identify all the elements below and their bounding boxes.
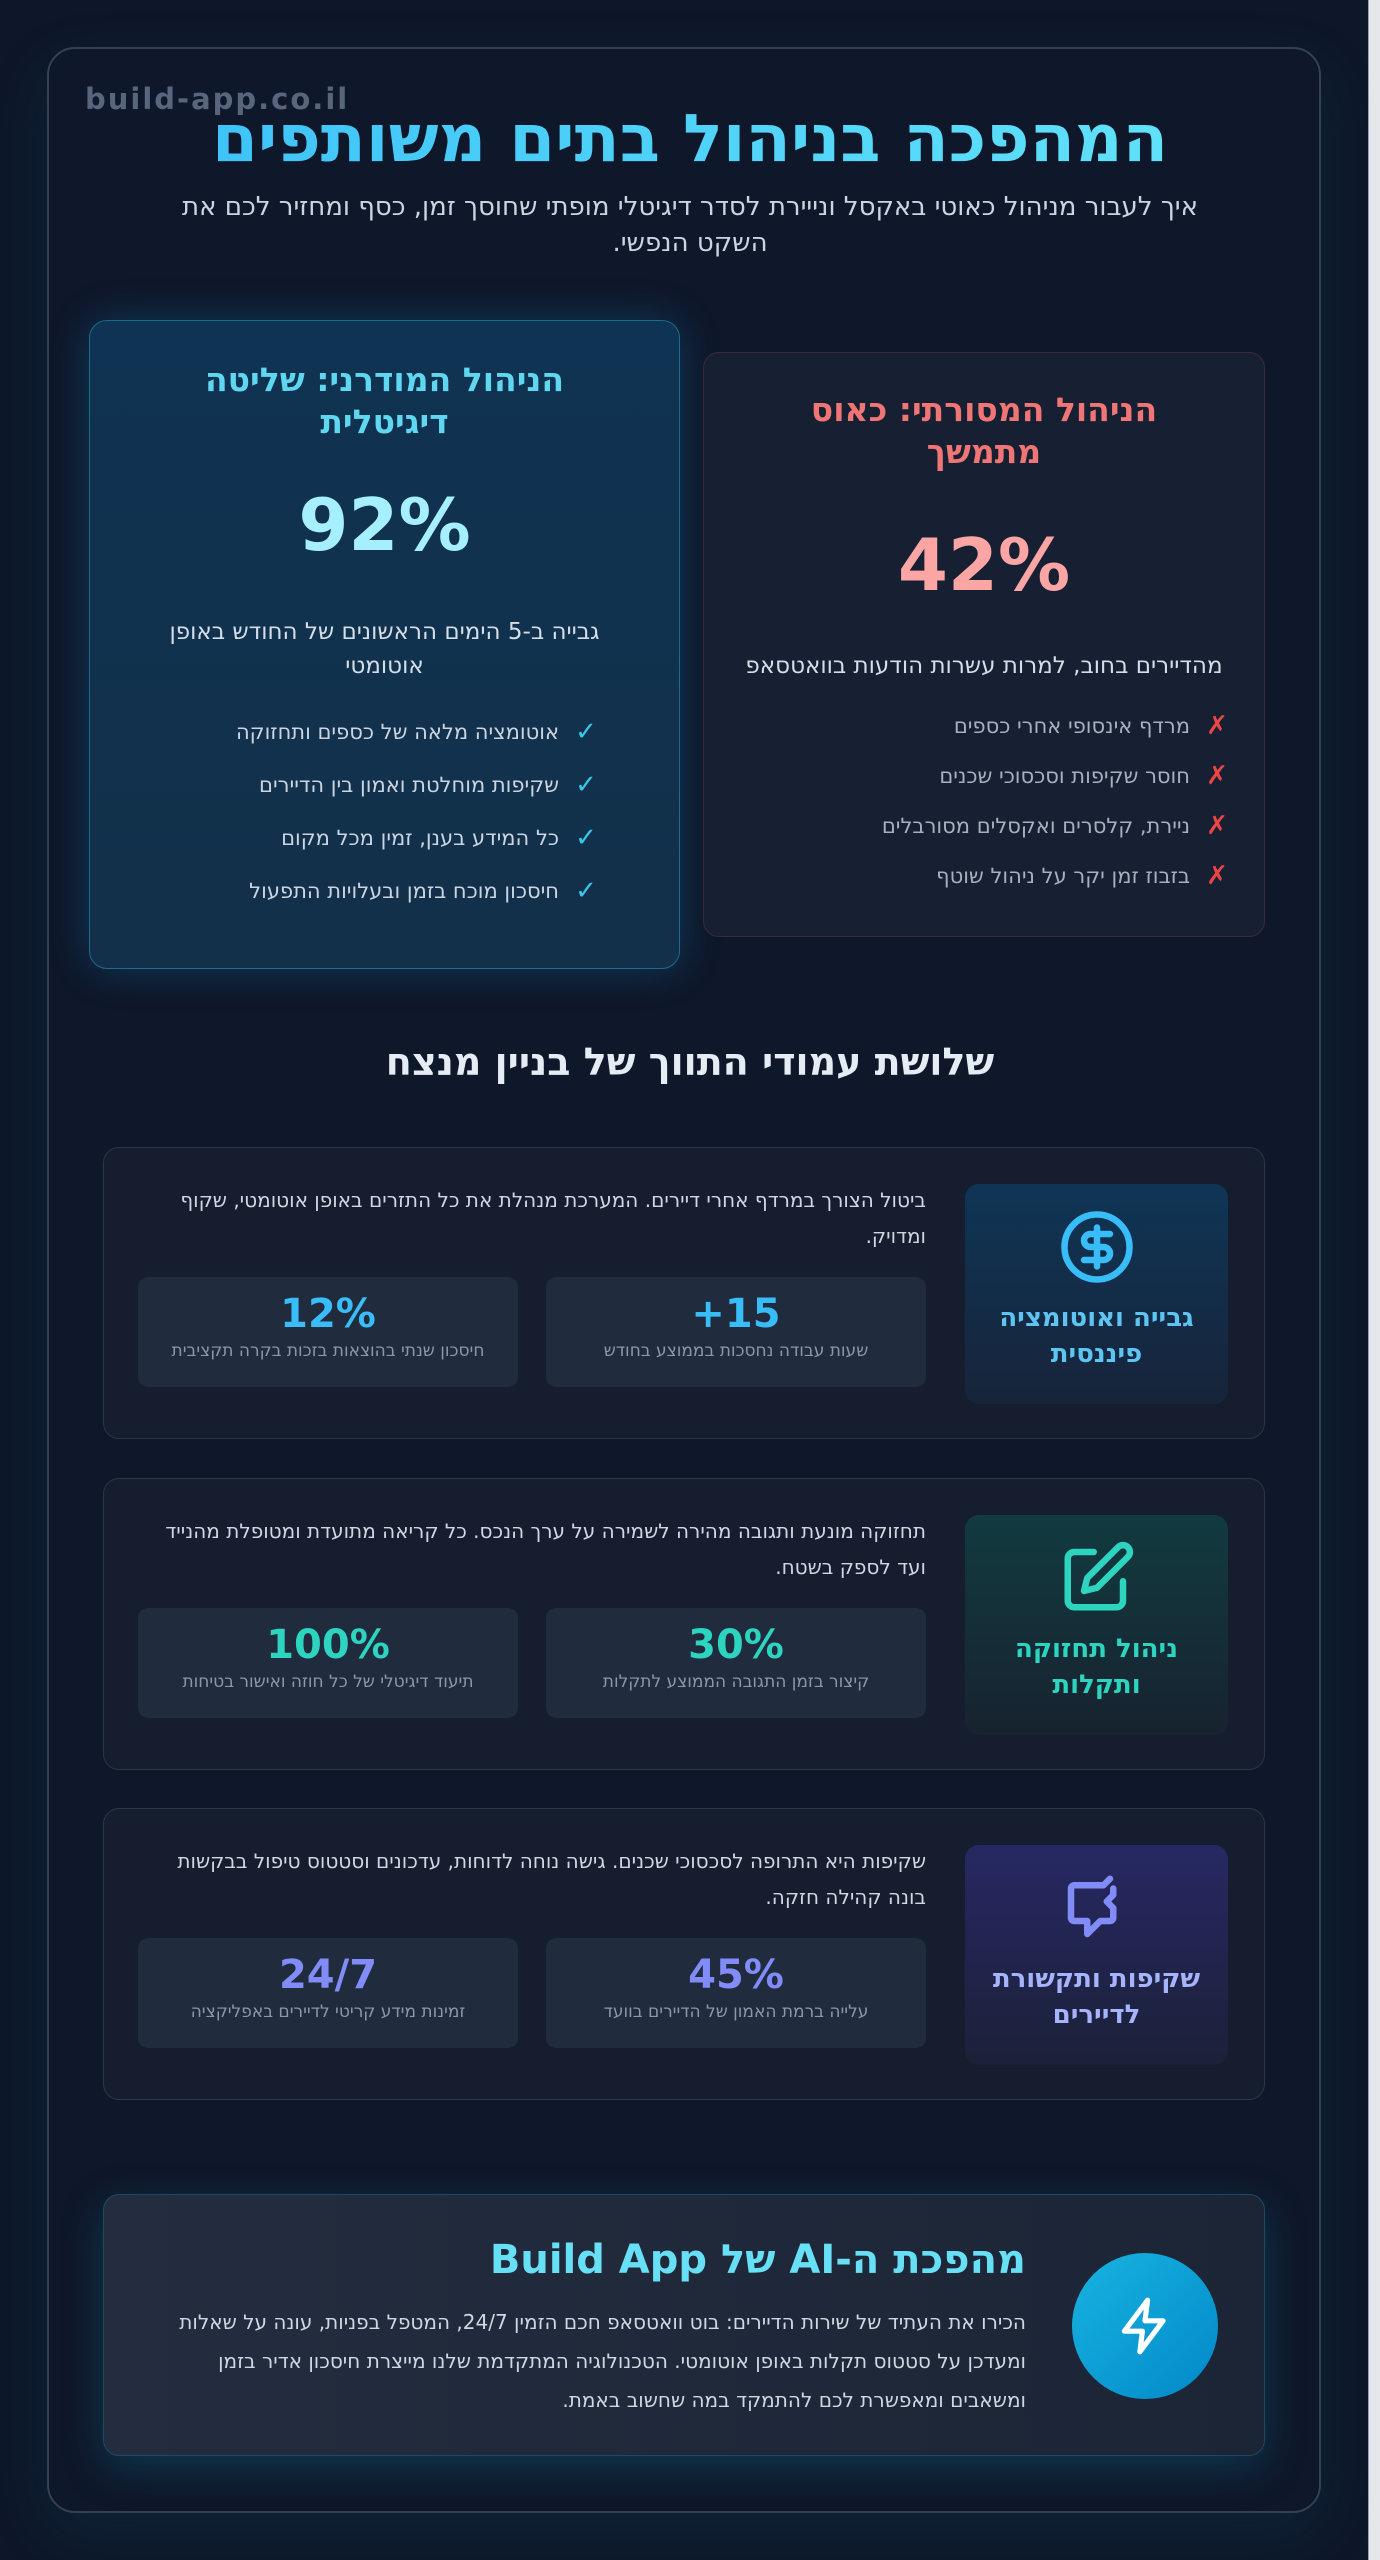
stat-label: תיעוד דיגיטלי של כל חוזה ואישור בטיחות	[182, 1672, 474, 1692]
x-icon: ✗	[1206, 861, 1228, 891]
list-item: ✗ ניירת, קלסרים ואקסלים מסורבלים	[704, 801, 1228, 851]
x-icon: ✗	[1206, 811, 1228, 841]
pillar-name: ניהול תחזוקה ותקלות	[1015, 1634, 1178, 1700]
stat-box: 100% תיעוד דיגיטלי של כל חוזה ואישור בטי…	[138, 1608, 518, 1718]
traditional-card-title: הניהול המסורתי: כאוס מתמשך	[810, 390, 1158, 471]
stat-label: חיסכון שנתי בהוצאות בזכות בקרה תקציבית	[171, 1341, 485, 1361]
lightning-icon-badge	[1072, 2253, 1218, 2399]
edit-square-icon	[1064, 1541, 1133, 1611]
pillar-stats: 30% קיצור בזמן התגובה הממוצע לתקלות 100%…	[138, 1608, 926, 1718]
list-item: ✗ מרדף אינסופי אחרי כספים	[704, 701, 1228, 751]
pillar-card-maintenance: ניהול תחזוקה ותקלות תחזוקה מונעת ותגובה …	[103, 1478, 1265, 1770]
pillar-description: תחזוקה מונעת ותגובה מהירה לשמירה על ערך …	[165, 1519, 926, 1579]
dollar-coin-icon	[1060, 1211, 1133, 1283]
stat-label: עלייה ברמת האמון של הדיירים בוועד	[603, 2002, 869, 2022]
list-item-text: בזבוז זמן יקר על ניהול שוטף	[936, 864, 1190, 888]
cta-description: הכירו את העתיד של שירות הדיירים: בוט ווא…	[179, 2310, 1026, 2412]
list-item-text: חוסר שקיפות וסכסוכי שכנים	[939, 764, 1190, 788]
pillars-section-heading: שלושת עמודי התווך של בניין מנצח	[385, 1040, 995, 1084]
chat-bubble-icon	[1067, 1875, 1116, 1938]
stat-box: 24/7 זמינות מידע קריטי לדיירים באפליקציה	[138, 1938, 518, 2048]
modern-management-card: הניהול המודרני: שליטה דיגיטלית 92% גבייה…	[89, 320, 680, 969]
stat-value: 45%	[688, 1952, 784, 1998]
check-icon: ✓	[575, 716, 597, 747]
stat-value: 24/7	[278, 1952, 378, 1998]
pillar-name: גבייה ואוטומציה פיננסית	[999, 1303, 1194, 1369]
stat-value: 30%	[688, 1622, 784, 1668]
traditional-management-card: הניהול המסורתי: כאוס מתמשך 42% מהדיירים …	[703, 352, 1265, 937]
ai-cta-card: מהפכת ה-AI של Build App הכירו את העתיד ש…	[103, 2194, 1265, 2456]
page-title: המהפכה בניהול בתים משותפים	[0, 100, 1380, 177]
list-item-text: ניירת, קלסרים ואקסלים מסורבלים	[881, 814, 1190, 838]
stat-label: שעות עבודה נחסכות בממוצע בחודש	[603, 1341, 869, 1361]
list-item-text: שקיפות מוחלטת ואמון בין הדיירים	[259, 772, 559, 797]
cta-title: מהפכת ה-AI של Build App	[489, 2237, 1026, 2283]
x-icon: ✗	[1206, 761, 1228, 791]
pillar-description: ביטול הצורך במרדף אחרי דיירים. המערכת מנ…	[180, 1188, 926, 1248]
watermark-domain: build-app.co.il	[85, 82, 350, 116]
stat-value: +15	[691, 1291, 781, 1337]
list-item: ✓ חיסכון מוכח בזמן ובעלויות התפעול	[90, 864, 597, 917]
list-item-text: אוטומציה מלאה של כספים ותחזוקה	[235, 719, 559, 744]
pillar-icon-box: ניהול תחזוקה ותקלות	[965, 1515, 1228, 1735]
traditional-card-stat: 42%	[897, 523, 1071, 607]
pillar-name: שקיפות ותקשורת לדיירים	[992, 1964, 1201, 2030]
viewport-edge-scrollbar[interactable]	[1368, 0, 1380, 2560]
pillar-icon-box: גבייה ואוטומציה פיננסית	[965, 1184, 1228, 1404]
stat-value: 100%	[266, 1622, 390, 1668]
stat-box: 12% חיסכון שנתי בהוצאות בזכות בקרה תקציב…	[138, 1277, 518, 1387]
lightning-bolt-icon	[1121, 2297, 1166, 2355]
modern-card-title: הניהול המודרני: שליטה דיגיטלית	[204, 360, 565, 441]
page-subtitle: איך לעבור מניהול כאוטי באקסל ונייירת לסד…	[182, 192, 1198, 258]
pillar-card-transparency: שקיפות ותקשורת לדיירים שקיפות היא התרופה…	[103, 1808, 1265, 2100]
check-icon: ✓	[575, 769, 597, 800]
traditional-problems-list: ✗ מרדף אינסופי אחרי כספים ✗ חוסר שקיפות וס…	[704, 701, 1264, 901]
pillar-description: שקיפות היא התרופה לסכסוכי שכנים. גישה נו…	[177, 1849, 926, 1909]
stat-value: 12%	[280, 1291, 376, 1337]
traditional-card-description: מהדיירים בחוב, למרות עשרות הודעות בוואטס…	[745, 653, 1223, 679]
check-icon: ✓	[575, 822, 597, 853]
list-item-text: מרדף אינסופי אחרי כספים	[953, 714, 1190, 738]
check-icon: ✓	[575, 875, 597, 906]
list-item: ✓ כל המידע בענן, זמין מכל מקום	[90, 811, 597, 864]
pillar-card-finance: גבייה ואוטומציה פיננסית ביטול הצורך במרד…	[103, 1147, 1265, 1439]
list-item-text: חיסכון מוכח בזמן ובעלויות התפעול	[249, 878, 559, 903]
pillar-icon-box: שקיפות ותקשורת לדיירים	[965, 1845, 1228, 2065]
stat-box: +15 שעות עבודה נחסכות בממוצע בחודש	[546, 1277, 926, 1387]
modern-benefits-list: ✓ אוטומציה מלאה של כספים ותחזוקה ✓ שקיפות …	[90, 705, 679, 917]
list-item: ✓ שקיפות מוחלטת ואמון בין הדיירים	[90, 758, 597, 811]
stat-label: קיצור בזמן התגובה הממוצע לתקלות	[602, 1672, 870, 1692]
pillar-stats: +15 שעות עבודה נחסכות בממוצע בחודש 12% ח…	[138, 1277, 926, 1387]
stat-box: 45% עלייה ברמת האמון של הדיירים בוועד	[546, 1938, 926, 2048]
stat-label: זמינות מידע קריטי לדיירים באפליקציה	[190, 2002, 466, 2022]
list-item-text: כל המידע בענן, זמין מכל מקום	[281, 825, 559, 850]
x-icon: ✗	[1206, 711, 1228, 741]
modern-card-description: גבייה ב-5 הימים הראשונים של החודש באופן …	[169, 619, 600, 679]
stat-box: 30% קיצור בזמן התגובה הממוצע לתקלות	[546, 1608, 926, 1718]
modern-card-stat: 92%	[298, 483, 471, 567]
list-item: ✗ בזבוז זמן יקר על ניהול שוטף	[704, 851, 1228, 901]
pillar-stats: 45% עלייה ברמת האמון של הדיירים בוועד 24…	[138, 1938, 926, 2048]
list-item: ✓ אוטומציה מלאה של כספים ותחזוקה	[90, 705, 597, 758]
list-item: ✗ חוסר שקיפות וסכסוכי שכנים	[704, 751, 1228, 801]
